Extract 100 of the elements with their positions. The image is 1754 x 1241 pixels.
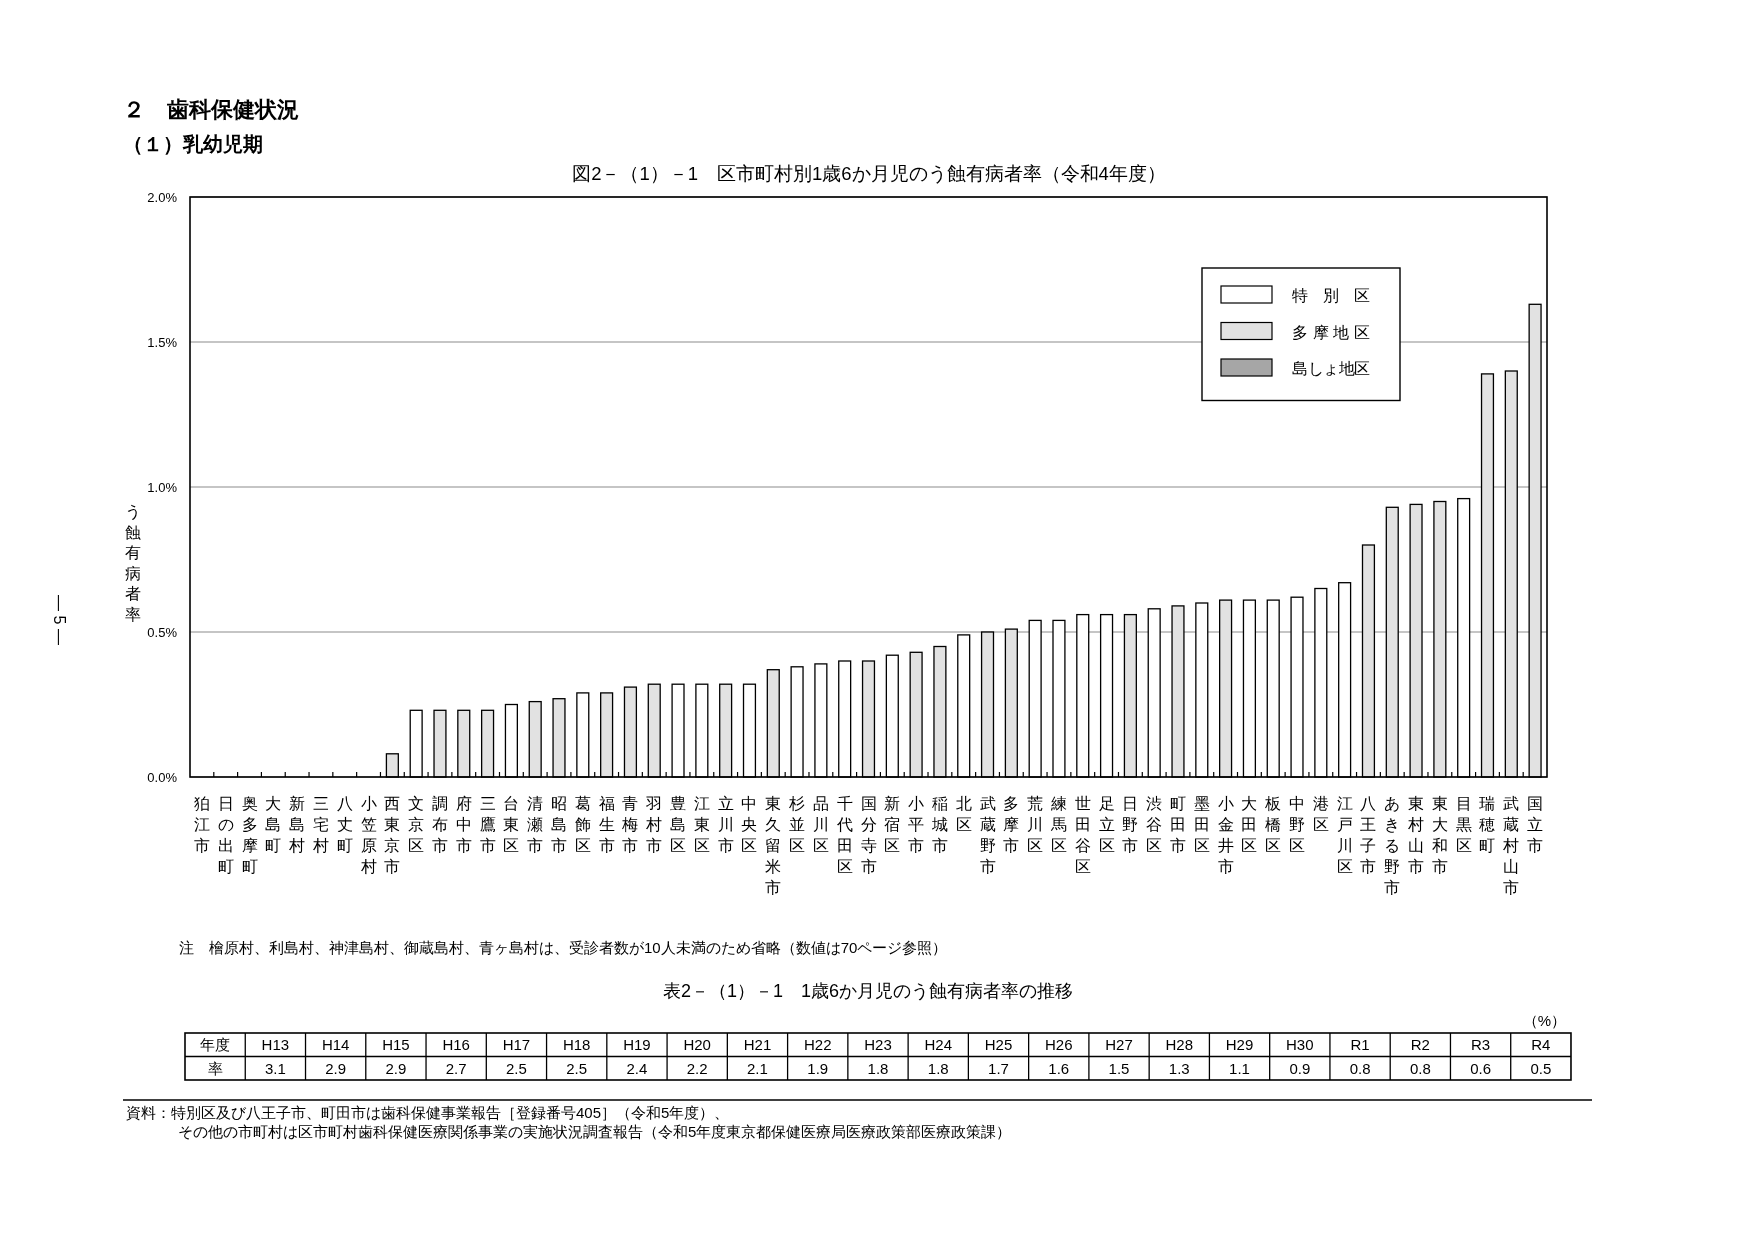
annotation: その他の市町村は区市町村歯科保健医療関係事業の実施状況調査報告（令和5年度東京都保健医療局医療政策部医療政策課） [178,1123,1012,1140]
xtick: 新宿区 [884,795,901,854]
xtick: 立川市 [717,795,734,854]
xtick: 狛江市 [193,795,210,854]
title: 図2－（1）－1 区市町村別1歳6か月児のう蝕有病者率（令和4年度） [572,163,1166,184]
xtick: 港区 [1312,795,1329,833]
xtick: 羽村市 [646,795,663,854]
value: 2.2 [686,1059,708,1077]
category: H20 [683,1036,711,1054]
value: 2.5 [506,1059,527,1077]
category: H28 [1165,1036,1194,1054]
value: 3.1 [264,1059,286,1077]
value: 0.5 [1530,1059,1552,1077]
xtick: 小金井市 [1217,795,1234,875]
xtick: 府中市 [455,795,472,854]
xtick: 清瀬市 [527,795,544,854]
value: 2.9 [325,1059,347,1077]
title: 表2－（1）－1 1歳6か月児のう蝕有病者率の推移 [662,981,1074,1001]
xtick: 小平市 [908,795,925,854]
xtick: 荒川区 [1027,795,1044,854]
xtick: 武蔵野市 [979,795,996,875]
xtick: 東久留米市 [765,795,782,896]
category: H16 [442,1036,470,1054]
xtick: 町田市 [1170,795,1186,854]
xtick: 足立区 [1098,795,1115,854]
category: H14 [321,1036,350,1054]
ytick: 0.5% [147,625,177,640]
value: 1.6 [1048,1059,1070,1077]
xtick: 大田区 [1241,795,1258,854]
xtick: 練馬区 [1050,795,1067,854]
ylabel: 率 [207,1059,223,1077]
value: 0.8 [1349,1059,1371,1077]
category: H29 [1225,1036,1254,1054]
xtick: 調布市 [431,795,448,854]
xtick: 八王子市 [1360,795,1377,875]
xtick: 中央区 [741,795,758,854]
xtick: 渋谷区 [1146,795,1163,854]
legend-label: 特別区 [1292,287,1370,304]
xtick: 千代田区 [836,795,853,875]
annotation: 資料：特別区及び八王子市、町田市は歯科保健事業報告［登録番号405］（令和5年度）、 [126,1104,730,1121]
annotation: ２ 歯科保健状況 [123,97,299,122]
value: 2.7 [445,1059,467,1077]
xtick: 杉並区 [789,795,806,854]
xtick: 奥多摩町 [241,795,258,875]
xtick: 大島町 [265,795,282,854]
category: H13 [261,1036,290,1054]
value: 1.5 [1108,1059,1130,1077]
category: H30 [1286,1036,1314,1054]
xtick: 北区 [955,795,972,833]
ytick: 1.0% [147,480,177,495]
xtick: 国立市 [1527,795,1544,854]
category: H26 [1045,1036,1073,1054]
xtick: 江東区 [693,795,710,854]
xtick: 板橋区 [1265,795,1282,854]
xlabel: 年度 [200,1036,231,1054]
category: H21 [743,1036,772,1054]
value: 2.9 [385,1059,407,1077]
ytick: 0.0% [147,770,177,785]
ylabel: う蝕有病者率 [125,503,141,623]
category: H17 [502,1036,531,1054]
xtick: 小笠原村 [360,795,377,875]
category: H23 [864,1036,892,1054]
xtick: 東大和市 [1431,795,1448,875]
xtick: 国分寺市 [860,795,877,875]
legend-label: 多摩地区 [1292,323,1370,341]
xtick: 豊島区 [670,795,687,854]
annotation: （%） [1522,1012,1566,1029]
category: H19 [623,1036,651,1054]
category: H15 [382,1036,410,1054]
category: H25 [984,1036,1013,1054]
xtick: 葛飾区 [574,795,591,854]
xtick: 多摩市 [1003,795,1020,854]
annotation: （１）乳幼児期 [123,133,263,155]
category: R3 [1471,1036,1491,1054]
category: H18 [562,1036,591,1054]
value: 1.3 [1168,1059,1190,1077]
xtick: 品川区 [812,795,829,854]
xtick: 中野区 [1289,795,1306,854]
value: 1.8 [867,1059,889,1077]
xtick: 江戸川区 [1336,795,1353,875]
xtick: 文京区 [408,795,425,854]
value: 0.6 [1470,1059,1491,1077]
xtick: 福生市 [598,795,615,854]
xtick: 稲城市 [931,795,948,854]
xtick: 西東京市 [384,795,401,875]
xtick: 武蔵村山市 [1503,795,1520,896]
annotation: — 5 — [51,595,68,645]
xtick: 青梅市 [622,795,639,854]
xtick: あきる野市 [1384,795,1401,896]
legend-label: 島しょ地区 [1292,360,1370,377]
xtick: 日の出町 [217,795,234,875]
xtick: 三宅村 [312,795,329,854]
category: H24 [924,1036,952,1054]
value: 1.1 [1229,1059,1250,1077]
category: R1 [1350,1036,1370,1054]
ytick: 1.5% [147,335,177,350]
ytick: 2.0% [147,190,177,205]
category: R2 [1410,1036,1430,1054]
xtick: 八丈町 [336,795,353,854]
value: 0.8 [1409,1059,1431,1077]
